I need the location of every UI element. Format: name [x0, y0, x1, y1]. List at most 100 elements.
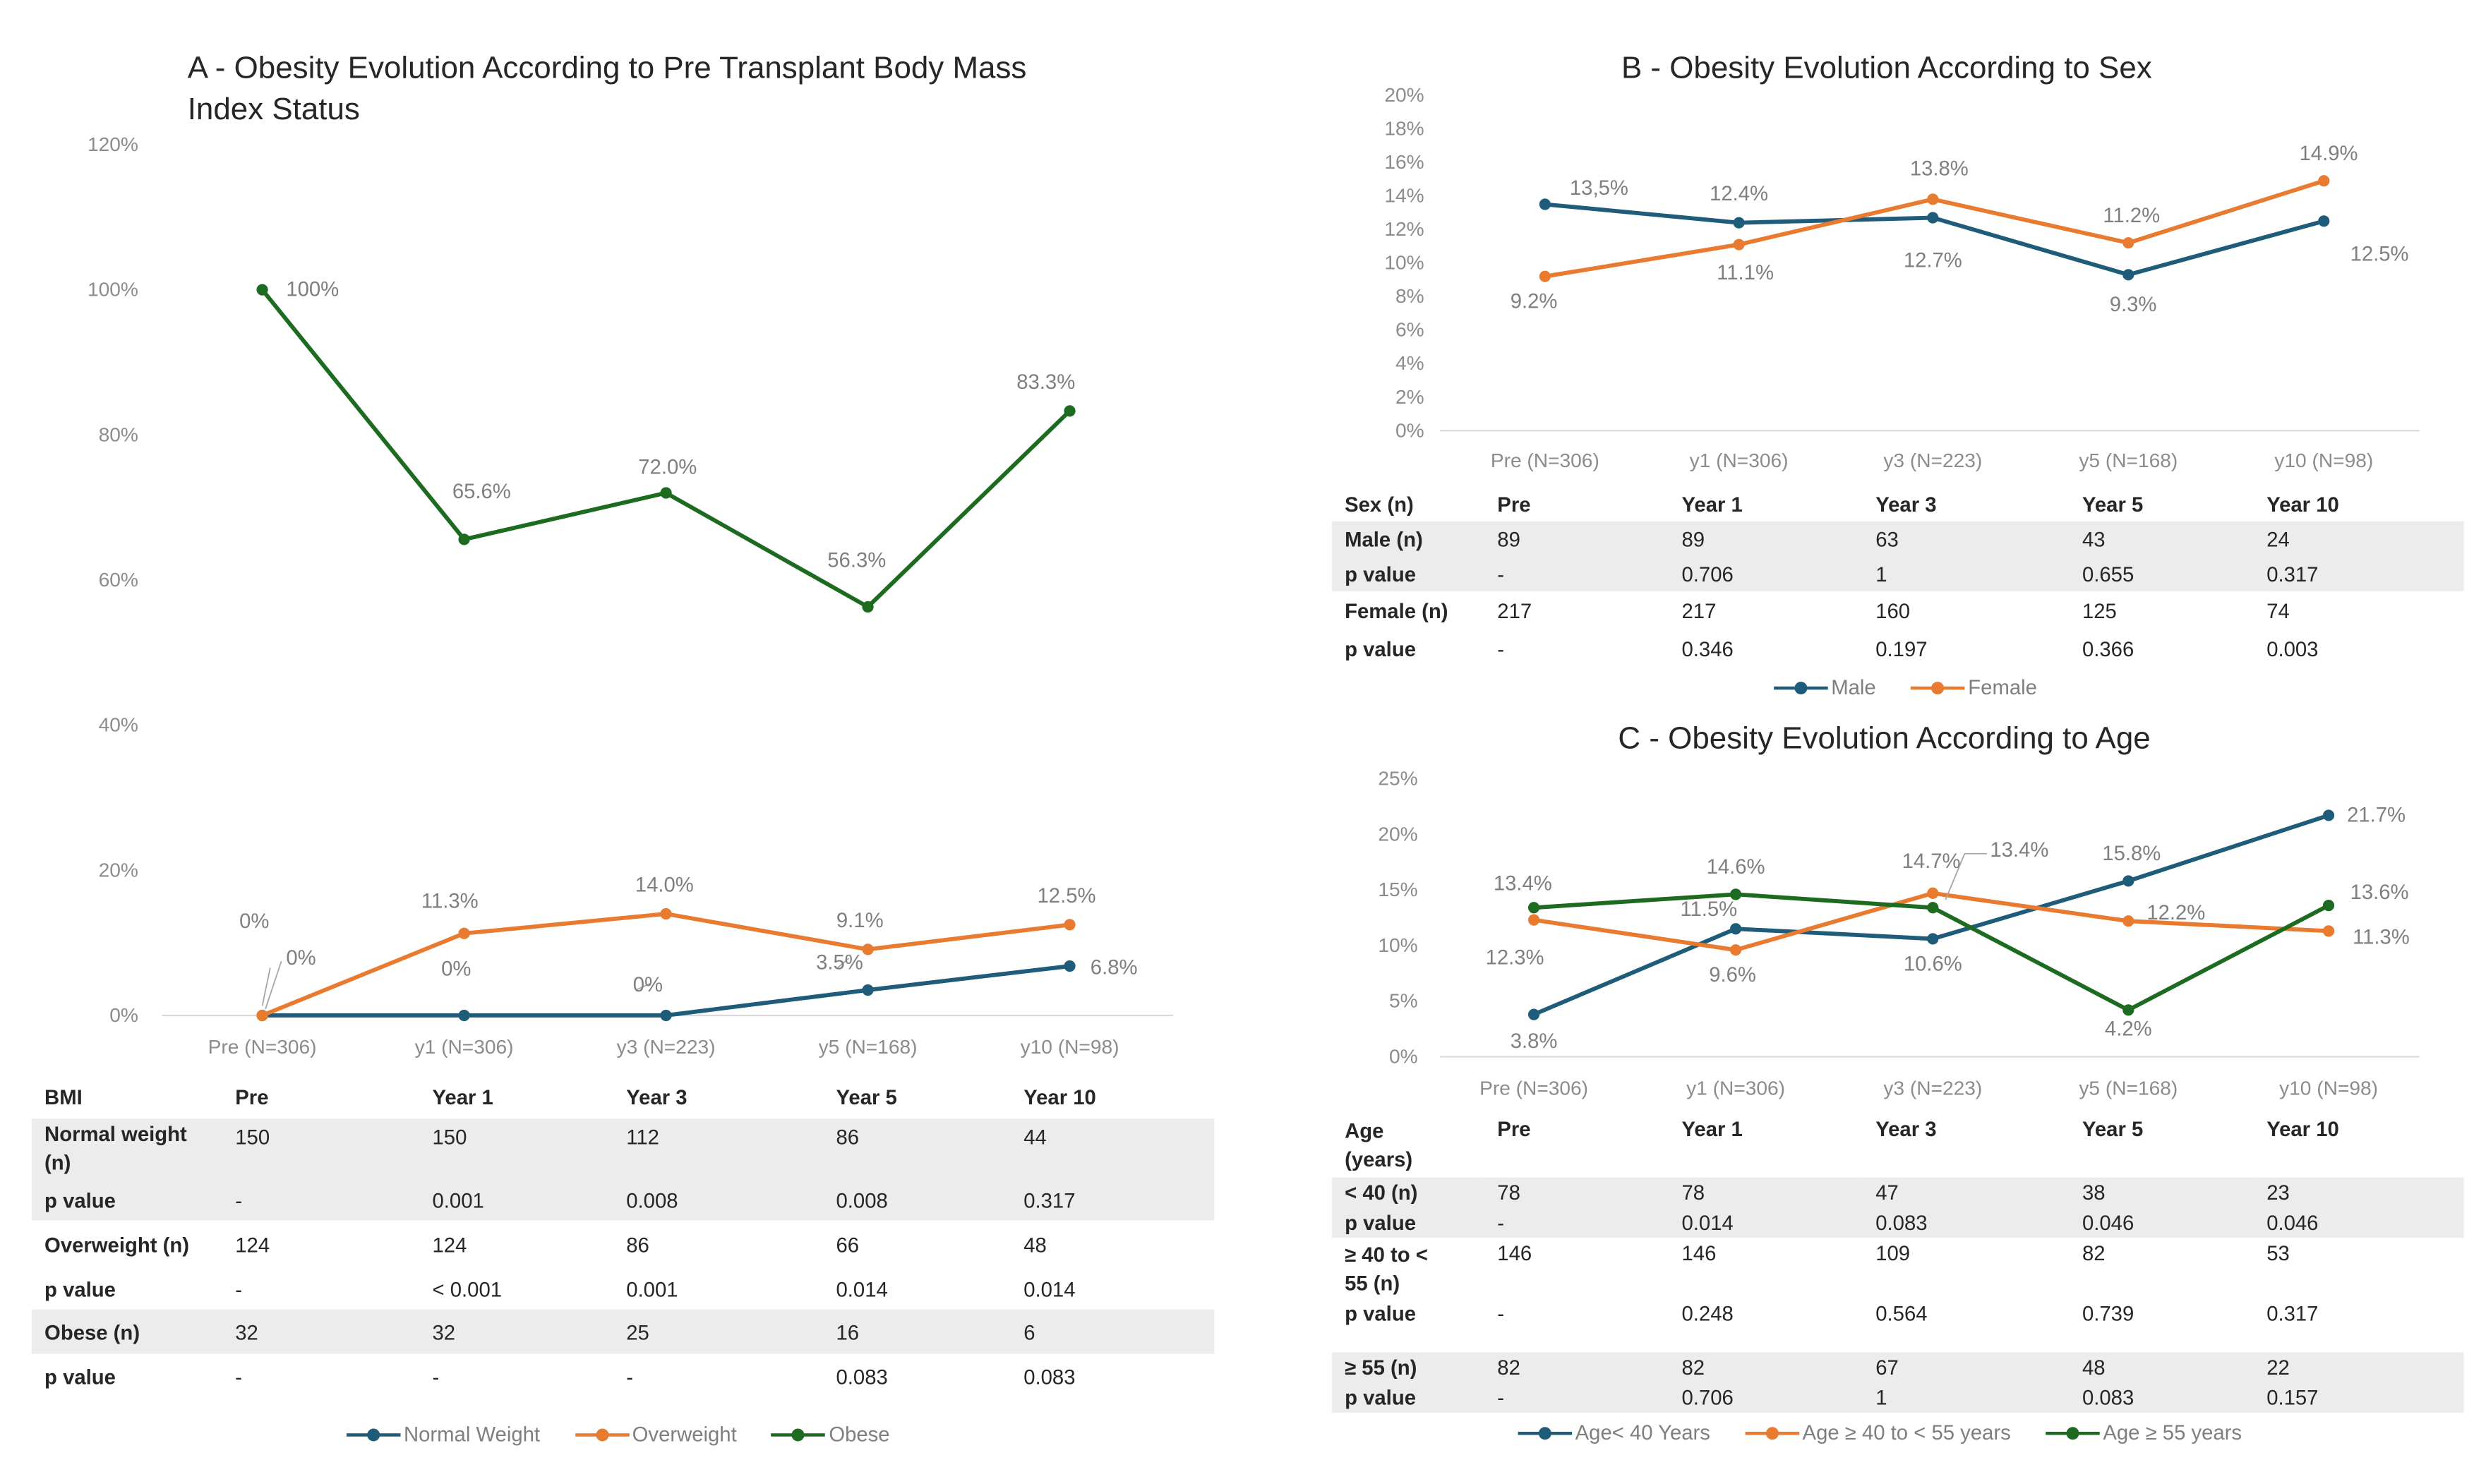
table-cell: 44 — [1011, 1118, 1215, 1179]
data-label: 9.2% — [1511, 291, 1558, 313]
x-tick-label: y3 (N=223) — [617, 1036, 716, 1058]
row-label: Normal weight (n) — [32, 1118, 223, 1179]
table-cell: - — [432, 1364, 440, 1389]
data-point — [2122, 269, 2134, 281]
legend-item-age-under-40: Age< 40 Years — [1518, 1420, 1710, 1444]
data-point — [2122, 237, 2134, 249]
y-tick-label: 0% — [1389, 1046, 1418, 1068]
data-label: 10.6% — [1904, 953, 1962, 975]
table-cell: 53 — [2266, 1241, 2290, 1265]
x-tick-label: y10 (N=98) — [2274, 450, 2373, 471]
table-b: Sex (n) Pre Year 1 Year 3 Year 5 Year 10… — [1332, 486, 2464, 668]
data-label: 12.7% — [1904, 249, 1962, 272]
x-tick-label: Pre (N=306) — [1479, 1078, 1588, 1099]
chart-a: 0% 20% 40% 60% 80% 100% 120% Pre (N=306) y1 (N=3… — [88, 133, 1173, 1058]
data-label: 13.4% — [1494, 873, 1552, 895]
legend-a: Normal Weight Overweight Obese — [346, 1422, 890, 1446]
table-cell: 0.046 — [2254, 1207, 2464, 1238]
table-cell: 125 — [2082, 598, 2117, 622]
data-label: 0% — [286, 947, 316, 970]
table-cell: 0.083 — [1023, 1364, 1076, 1389]
data-label: 9.3% — [2110, 294, 2157, 316]
table-cell: 0.046 — [2069, 1207, 2254, 1238]
panel-b-title: B - Obesity Evolution According to Sex — [1621, 51, 2152, 86]
data-point — [2318, 215, 2330, 227]
row-label: p value — [1332, 556, 1485, 591]
table-cell: 146 — [1681, 1241, 1717, 1265]
data-label: 14.9% — [2300, 143, 2358, 165]
table-b-header: Pre — [1497, 491, 1531, 516]
data-label: 100% — [286, 279, 339, 301]
table-row: Normal weight (n) 150 150 112 86 44 — [32, 1118, 1215, 1179]
table-cell: 86 — [823, 1118, 1011, 1179]
legend-swatch — [346, 1426, 401, 1442]
panel-a-title-line2: Index Status — [187, 92, 360, 128]
legend-swatch — [575, 1426, 630, 1442]
data-label: 3.8% — [1511, 1030, 1558, 1053]
table-cell: 48 — [2069, 1352, 2254, 1383]
leader-line — [837, 958, 850, 969]
data-label: 13,5% — [1570, 177, 1628, 200]
legend-label: Age ≥ 55 years — [2103, 1420, 2242, 1444]
table-cell: 0.366 — [2082, 636, 2134, 660]
table-cell: 0.083 — [1863, 1207, 2070, 1238]
row-label: p value — [44, 1364, 116, 1389]
table-cell: 124 — [235, 1232, 270, 1257]
data-label: 56.3% — [827, 550, 886, 572]
data-point — [1729, 944, 1742, 956]
y-tick-label: 0% — [109, 1004, 138, 1026]
table-c-header-row: Age (years) Pre Year 1 Year 3 Year 5 Yea… — [1332, 1114, 2463, 1178]
legend-swatch — [2046, 1425, 2100, 1441]
data-point — [2122, 1004, 2134, 1016]
table-cell: 0.083 — [836, 1364, 888, 1389]
data-label: 11.5% — [1680, 898, 1737, 921]
table-cell: - — [222, 1178, 420, 1221]
table-c-header: Year 1 — [1681, 1117, 1743, 1141]
table-c-header: Year 5 — [2082, 1117, 2144, 1141]
row-label: Obese (n) — [32, 1309, 223, 1354]
table-cell: 0.001 — [626, 1277, 678, 1301]
table-cell: 67 — [1863, 1352, 2070, 1383]
legend-swatch — [1911, 680, 1965, 696]
table-a-header: Year 10 — [1023, 1084, 1096, 1109]
data-point — [1527, 1008, 1540, 1020]
legend-label: Male — [1831, 675, 1876, 699]
data-label: 14.6% — [1707, 856, 1765, 879]
y-tick-label: 120% — [88, 133, 138, 155]
data-point — [1733, 217, 1745, 229]
row-label: Overweight (n) — [44, 1232, 190, 1257]
data-point — [1527, 902, 1540, 914]
data-label: 13.6% — [2350, 881, 2409, 904]
table-c-header-line1: Age — [1345, 1118, 1384, 1143]
table-cell: 0.014 — [836, 1277, 888, 1301]
y-tick-label: 16% — [1384, 151, 1424, 173]
row-label: p value — [1332, 1207, 1485, 1238]
row-label: p value — [32, 1178, 223, 1221]
data-point — [2322, 900, 2335, 912]
table-cell: 86 — [626, 1232, 649, 1257]
y-tick-label: 4% — [1395, 352, 1424, 374]
x-tick-label: y5 (N=168) — [2079, 450, 2178, 471]
data-label: 0% — [633, 974, 663, 996]
data-point — [256, 1009, 268, 1022]
table-cell: 0.317 — [2254, 556, 2464, 591]
data-point — [1064, 960, 1076, 972]
data-label: 15.8% — [2102, 843, 2161, 865]
x-tick-label: y1 (N=306) — [1686, 1078, 1785, 1099]
table-cell: 0.197 — [1875, 636, 1928, 660]
y-tick-label: 10% — [1378, 934, 1417, 956]
table-a-header: Year 3 — [626, 1084, 687, 1109]
row-label: Male (n) — [1332, 521, 1485, 557]
table-cell: - — [235, 1277, 243, 1301]
data-label: 72.0% — [638, 457, 697, 479]
legend-swatch — [1518, 1425, 1573, 1441]
data-point — [1927, 902, 1939, 914]
y-tick-label: 40% — [99, 714, 138, 736]
data-label: 13.4% — [1990, 839, 2048, 862]
table-row: p value - 0.248 0.564 0.739 0.317 — [1332, 1301, 2463, 1352]
panel-a-title: A - Obesity Evolution According to Pre T… — [188, 48, 1237, 131]
table-c: Age (years) Pre Year 1 Year 3 Year 5 Yea… — [1332, 1114, 2464, 1413]
table-b-header: Year 10 — [2266, 491, 2339, 516]
table-c-header: Age (years) — [1332, 1114, 1484, 1178]
